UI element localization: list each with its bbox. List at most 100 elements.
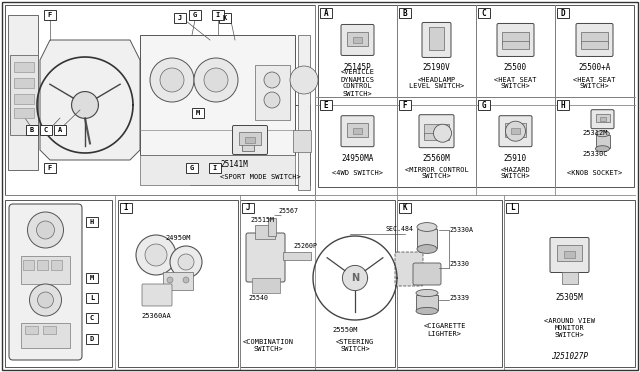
Circle shape [28, 212, 63, 248]
Circle shape [167, 277, 173, 283]
Text: L: L [90, 295, 94, 301]
Text: 25515M: 25515M [250, 217, 274, 223]
FancyBboxPatch shape [497, 23, 534, 57]
Bar [397, 97, 476, 187]
Text: 25567: 25567 [278, 208, 298, 214]
Bar [506, 203, 518, 213]
Bar [397, 200, 502, 367]
Ellipse shape [416, 307, 438, 315]
Text: 25145P: 25145P [344, 63, 371, 72]
Circle shape [29, 284, 61, 316]
Bar [21, 256, 70, 284]
Text: <CIGARETTE
LIGHTER>: <CIGARETTE LIGHTER> [423, 324, 466, 337]
Ellipse shape [595, 131, 609, 137]
Bar [43, 326, 56, 334]
FancyBboxPatch shape [413, 263, 441, 285]
Bar [140, 35, 295, 155]
FancyBboxPatch shape [576, 23, 613, 57]
Bar [600, 117, 605, 121]
Bar [478, 100, 490, 110]
FancyBboxPatch shape [9, 204, 82, 360]
Bar [86, 334, 98, 344]
Circle shape [506, 121, 525, 141]
Bar [5, 5, 315, 195]
Bar [255, 65, 290, 120]
Bar [476, 97, 555, 187]
Bar [399, 203, 411, 213]
Circle shape [204, 68, 228, 92]
FancyBboxPatch shape [422, 22, 451, 57]
Bar [25, 326, 38, 334]
Text: D: D [561, 9, 565, 17]
Text: G: G [482, 100, 486, 109]
Text: <AROUND VIEW
MONITOR
SWITCH>: <AROUND VIEW MONITOR SWITCH> [544, 318, 595, 338]
Text: F: F [403, 100, 407, 109]
Text: 25910: 25910 [504, 154, 527, 163]
Polygon shape [40, 40, 140, 160]
Bar [239, 132, 261, 145]
Text: <SPORT MODE SWITCH>: <SPORT MODE SWITCH> [220, 174, 300, 180]
Circle shape [136, 235, 176, 275]
Text: G: G [190, 165, 194, 171]
Bar [581, 41, 608, 49]
Bar [595, 135, 609, 148]
Bar [283, 252, 311, 260]
Text: 25141M: 25141M [220, 160, 248, 169]
Bar [564, 251, 575, 258]
Bar [255, 225, 275, 239]
Text: <COMBINATION
SWITCH>: <COMBINATION SWITCH> [243, 339, 294, 352]
Text: <KNOB SOCKET>: <KNOB SOCKET> [567, 170, 622, 176]
Bar [318, 5, 397, 97]
Text: H: H [561, 100, 565, 109]
Text: 25312M: 25312M [582, 130, 608, 136]
Bar [245, 137, 255, 142]
Circle shape [72, 92, 99, 118]
Bar [478, 8, 490, 18]
Bar [416, 295, 438, 310]
Text: 25540: 25540 [248, 295, 268, 301]
Text: 25550M: 25550M [332, 327, 358, 333]
FancyBboxPatch shape [142, 284, 172, 306]
Bar [174, 13, 186, 23]
Circle shape [264, 72, 280, 88]
Bar [399, 100, 411, 110]
Bar [347, 123, 368, 137]
Bar [240, 200, 395, 367]
Bar [186, 163, 198, 173]
Text: F: F [48, 12, 52, 18]
Bar [14, 94, 34, 104]
Bar [424, 133, 449, 140]
Bar [54, 125, 66, 135]
Text: C: C [482, 9, 486, 17]
Text: 25560M: 25560M [422, 154, 451, 163]
Bar [86, 293, 98, 303]
Bar [44, 10, 56, 20]
Bar [8, 15, 38, 170]
Circle shape [264, 92, 280, 108]
Bar [555, 97, 634, 187]
Bar [5, 200, 112, 367]
Bar [140, 155, 295, 185]
Text: <HEAT SEAT
SWITCH>: <HEAT SEAT SWITCH> [573, 77, 616, 90]
Bar [37, 260, 48, 270]
Text: 25360AA: 25360AA [141, 313, 171, 319]
Bar [14, 108, 34, 118]
Bar [595, 115, 609, 122]
Text: L: L [509, 203, 515, 212]
Bar [86, 273, 98, 283]
Bar [511, 128, 520, 134]
Circle shape [178, 254, 194, 270]
Bar [502, 41, 529, 49]
Text: 25339: 25339 [449, 295, 469, 301]
Bar [353, 36, 362, 43]
Text: B: B [30, 127, 34, 133]
Bar [51, 260, 62, 270]
Bar [555, 5, 634, 97]
Bar [424, 124, 449, 136]
Bar [252, 278, 280, 293]
Bar [44, 163, 56, 173]
Text: SEC.484: SEC.484 [385, 226, 413, 232]
Text: N: N [351, 273, 359, 283]
Text: 24950MA: 24950MA [341, 154, 374, 163]
Bar [320, 100, 332, 110]
